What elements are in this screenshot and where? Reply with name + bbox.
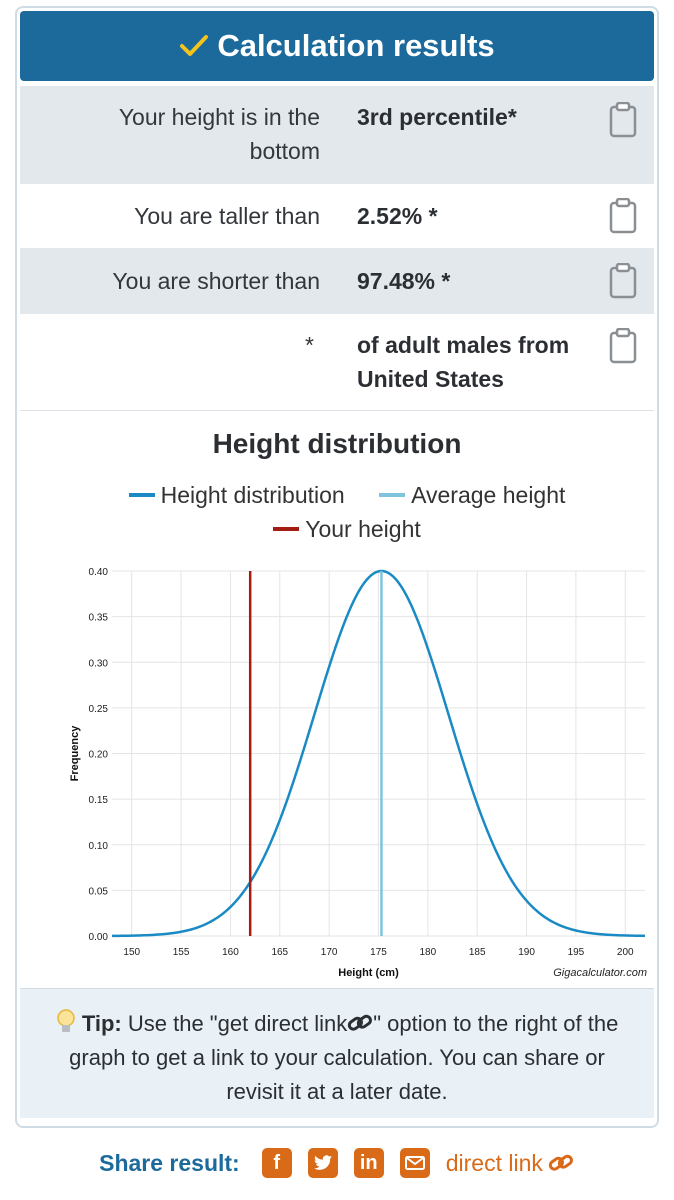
x-tick-label: 165 (271, 947, 288, 958)
results-title: Calculation results (217, 28, 495, 63)
y-tick-label: 0.10 (89, 841, 109, 852)
x-tick-label: 150 (123, 947, 140, 958)
result-value: 97.48% * (357, 268, 451, 294)
result-row-percentile: Your height is in the bottom 3rd percent… (20, 86, 654, 184)
link-icon (548, 1154, 573, 1171)
result-row-taller: You are taller than 2.52% * (20, 184, 654, 248)
divider (20, 410, 654, 411)
results-card: Calculation results Your height is in th… (15, 6, 659, 1128)
checkmark-icon (180, 35, 209, 56)
clipboard-icon[interactable] (609, 263, 637, 299)
chart-credit: Gigacalculator.com (553, 967, 647, 979)
x-tick-label: 170 (321, 947, 338, 958)
direct-link[interactable]: direct link (446, 1150, 575, 1177)
linkedin-icon[interactable]: in (353, 1148, 384, 1178)
x-axis-label: Height (cm) (338, 967, 399, 979)
y-tick-label: 0.30 (89, 658, 109, 669)
legend-label: Average height (411, 482, 566, 508)
x-tick-label: 190 (518, 947, 535, 958)
x-tick-label: 175 (370, 947, 387, 958)
tip-box: Tip: Use the "get direct link " option t… (20, 988, 654, 1118)
tip-text-before: Use the "get direct link (127, 1011, 348, 1036)
legend-label: Height distribution (160, 482, 345, 508)
share-label: Share result: (99, 1149, 240, 1176)
facebook-icon[interactable]: f (261, 1148, 292, 1178)
x-tick-label: 195 (568, 947, 585, 958)
y-tick-label: 0.15 (89, 795, 109, 806)
link-icon (348, 1014, 373, 1031)
clipboard-icon[interactable] (609, 198, 637, 234)
share-bar: Share result: f in direct link (0, 1140, 674, 1186)
tip-text-after: " option to the right of the graph to ge… (69, 1011, 619, 1104)
result-label: You are shorter than (112, 268, 320, 294)
result-row-shorter: You are shorter than 97.48% * (20, 248, 654, 314)
legend-swatch (128, 492, 155, 497)
series-line-height-distribution (111, 569, 646, 938)
chart-legend: Height distribution Average height Your … (57, 478, 637, 546)
clipboard-icon[interactable] (609, 328, 637, 364)
legend-swatch (273, 526, 300, 531)
result-value: 2.52% * (357, 203, 438, 229)
lightbulb-icon (56, 1009, 75, 1032)
chart-title: Height distribution (212, 428, 462, 459)
legend-swatch (379, 492, 406, 497)
legend-label: Your height (305, 516, 421, 542)
height-distribution-chart: 0.00 0.05 0.10 0.15 0.20 0.25 0.30 0.35 0.40 150 1… (69, 567, 647, 979)
result-value: 3rd percentile* (357, 104, 517, 130)
legend-item-average[interactable]: Average height (379, 478, 565, 512)
x-tick-label: 200 (617, 947, 634, 958)
clipboard-icon[interactable] (609, 102, 637, 138)
legend-item-distribution[interactable]: Height distribution (128, 478, 345, 512)
x-tick-label: 185 (469, 947, 486, 958)
y-axis-label: Frequency (69, 725, 81, 782)
result-label: Your height is in the bottom (118, 104, 320, 164)
legend-item-yours[interactable]: Your height (273, 512, 421, 546)
results-header: Calculation results (20, 11, 654, 81)
result-row-population: * of adult males from United States (20, 314, 654, 410)
y-tick-label: 0.00 (89, 932, 109, 943)
y-tick-label: 0.35 (89, 613, 109, 624)
result-value: of adult males from United States (357, 332, 570, 392)
x-tick-label: 155 (173, 947, 190, 958)
result-label: You are taller than (134, 203, 320, 229)
twitter-icon[interactable] (307, 1148, 338, 1178)
email-icon[interactable] (399, 1148, 430, 1178)
x-tick-label: 160 (222, 947, 239, 958)
direct-link-label: direct link (445, 1149, 543, 1176)
y-tick-label: 0.20 (89, 750, 109, 761)
result-label: * (305, 332, 314, 358)
tip-label: Tip: (81, 1011, 122, 1036)
x-tick-label: 180 (420, 947, 437, 958)
y-tick-label: 0.40 (89, 567, 109, 578)
y-tick-label: 0.05 (89, 886, 109, 897)
y-tick-label: 0.25 (89, 704, 109, 715)
